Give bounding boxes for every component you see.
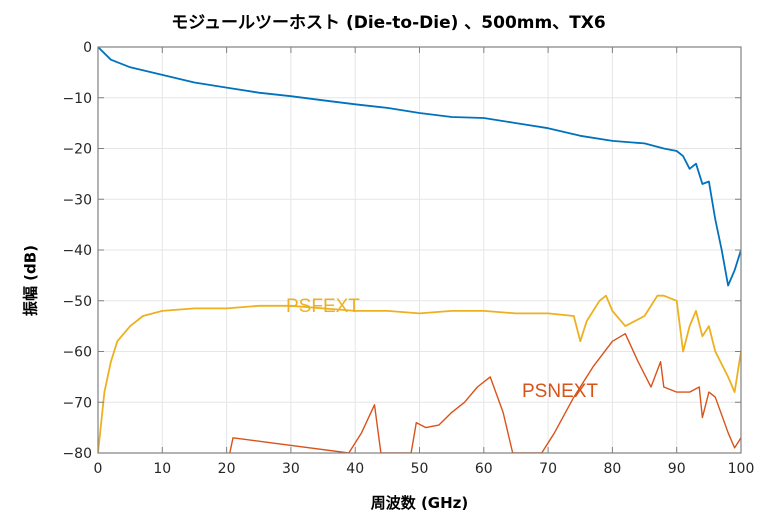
insertion-loss-line [98,47,741,287]
x-tick-label: 100 [728,461,755,477]
x-tick-label: 30 [282,461,300,477]
y-tick-label: −70 [62,395,92,411]
y-tick-label: −10 [62,91,92,107]
axis-ticks: 0 10 20 30 40 50 60 70 80 90 100 0 −10 −20 −30 −40 −50 −6… [62,40,754,477]
x-tick-label: 50 [411,461,429,477]
x-tick-label: 0 [94,461,103,477]
y-tick-label: −40 [62,243,92,259]
y-tick-label: −80 [62,446,92,462]
psnext-line [229,333,741,453]
y-tick-label: −60 [62,345,92,361]
y-tick-label: −30 [62,192,92,208]
x-tick-label: 80 [603,461,621,477]
psfext-annotation: PSFEXT [286,296,360,317]
psnext-annotation: PSNEXT [522,381,598,402]
x-tick-label: 60 [475,461,493,477]
y-tick-label: 0 [83,40,92,56]
x-tick-label: 70 [539,461,557,477]
x-axis-label: 周波数 (GHz) [370,494,469,512]
x-tick-label: 40 [346,461,364,477]
chart-title: モジュールツーホスト (Die-to-Die) 、500mm、TX6 [171,13,606,33]
x-tick-label: 10 [153,461,171,477]
y-tick-label: −50 [62,294,92,310]
series-layer [98,47,741,453]
x-tick-label: 20 [218,461,236,477]
x-tick-label: 90 [668,461,686,477]
grid [98,47,741,453]
y-tick-label: −20 [62,142,92,158]
psfext-line [98,294,741,453]
